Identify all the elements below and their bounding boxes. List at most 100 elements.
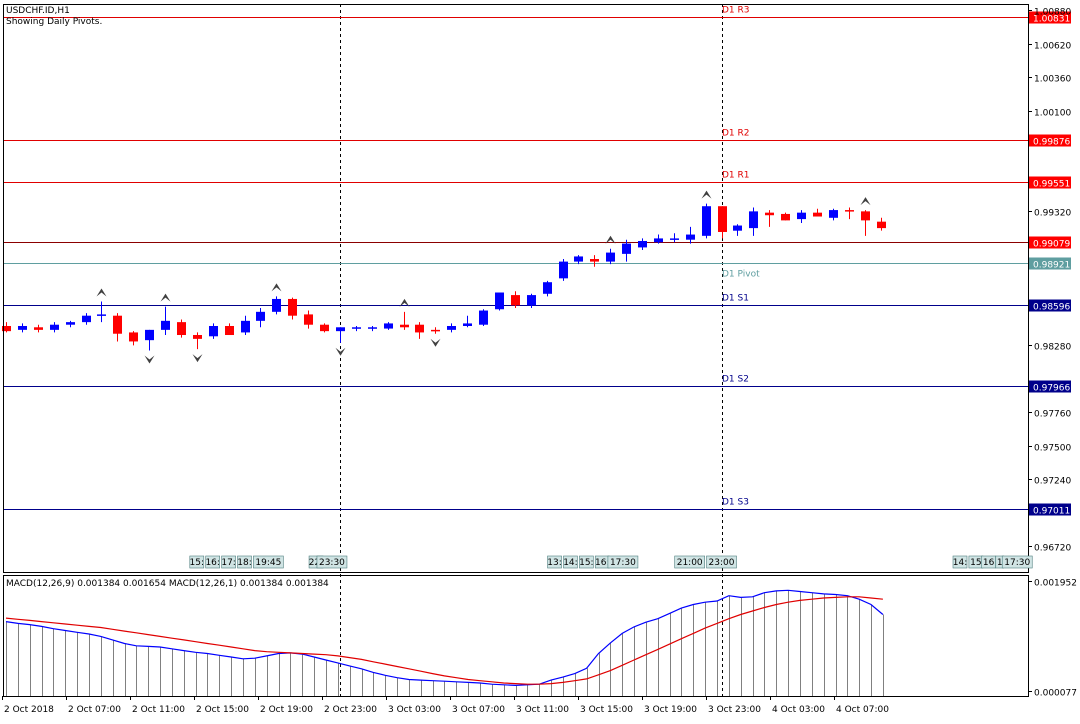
bear-candle[interactable] — [877, 221, 886, 229]
bull-candle[interactable] — [622, 243, 631, 254]
time-tag — [253, 555, 284, 569]
bear-candle[interactable] — [813, 212, 822, 217]
bear-candle[interactable] — [781, 213, 790, 221]
bull-candle[interactable] — [66, 322, 75, 325]
bull-candle[interactable] — [829, 210, 838, 218]
price-axis-label: 1.00880 — [1034, 8, 1071, 18]
bear-candle[interactable] — [304, 314, 313, 325]
bear-candle[interactable] — [415, 324, 424, 333]
time-tag — [316, 555, 348, 569]
bull-candle[interactable] — [574, 256, 583, 262]
bull-candle[interactable] — [97, 314, 106, 316]
fractal-down-arrow — [144, 355, 155, 364]
price-axis-label: 1.00100 — [1034, 109, 1071, 119]
pivot-price-tag — [1029, 380, 1071, 393]
time-tag-label: 14: — [563, 558, 577, 568]
bull-candle[interactable] — [479, 310, 488, 325]
time-tag — [952, 555, 968, 569]
bear-candle[interactable] — [400, 324, 409, 328]
bull-candle[interactable] — [749, 211, 758, 229]
bull-candle[interactable] — [18, 325, 27, 330]
bull-candle[interactable] — [527, 295, 536, 306]
time-tag-label: 18: — [237, 558, 251, 568]
pivot-price-tag-label: 0.98596 — [1033, 303, 1070, 313]
macd-axis-label: 0.000077 — [1034, 689, 1077, 699]
bear-candle[interactable] — [845, 210, 854, 212]
bull-candle[interactable] — [161, 320, 170, 330]
time-axis-label: 3 Oct 23:00 — [708, 705, 761, 715]
fractal-down-arrow — [192, 354, 203, 363]
bull-candle[interactable] — [336, 327, 345, 332]
bull-candle[interactable] — [654, 238, 663, 243]
bull-candle[interactable] — [82, 315, 91, 323]
time-tag-label: 13: — [547, 558, 561, 568]
bull-candle[interactable] — [606, 252, 615, 262]
bull-candle[interactable] — [209, 325, 218, 337]
time-axis-label: 2 Oct 23:00 — [324, 705, 377, 715]
time-tag — [1001, 555, 1033, 569]
time-tag-label: 17:30 — [1004, 558, 1030, 568]
time-tag-label: 22: — [309, 558, 323, 568]
bear-candle[interactable] — [225, 325, 234, 336]
bull-candle[interactable] — [686, 234, 695, 240]
chart-subtitle: Showing Daily Pivots. — [6, 17, 102, 27]
bull-candle[interactable] — [670, 238, 679, 240]
bear-candle[interactable] — [177, 322, 186, 336]
bull-candle[interactable] — [559, 261, 568, 279]
bear-candle[interactable] — [431, 329, 440, 332]
pivot-price-tag-label: 0.97966 — [1033, 384, 1070, 394]
time-tag — [205, 555, 220, 569]
time-tag-label: 15: — [579, 558, 593, 568]
bull-candle[interactable] — [463, 323, 472, 326]
bear-candle[interactable] — [193, 335, 202, 339]
time-tag-label: 16: — [595, 558, 609, 568]
bull-candle[interactable] — [702, 206, 711, 236]
time-tag-label: 17: — [221, 558, 235, 568]
bear-candle[interactable] — [590, 259, 599, 262]
bear-candle[interactable] — [320, 324, 329, 332]
bear-candle[interactable] — [511, 295, 520, 306]
price-axis-label: 1.00620 — [1034, 42, 1071, 52]
bear-candle[interactable] — [129, 332, 138, 342]
time-tag-label: 23:00 — [709, 558, 735, 568]
pivot-price-tag — [1029, 257, 1071, 270]
pivot-price-tag-label: 0.98921 — [1033, 261, 1070, 271]
time-axis-label: 2 Oct 15:00 — [196, 705, 249, 715]
bull-candle[interactable] — [256, 311, 265, 321]
bull-candle[interactable] — [495, 292, 504, 310]
bull-candle[interactable] — [384, 323, 393, 329]
macd-line — [5, 589, 884, 687]
pivot-price-tag — [1029, 134, 1071, 147]
bull-candle[interactable] — [543, 282, 552, 294]
time-tag — [607, 555, 639, 569]
pivot-level-label: D1 S3 — [722, 498, 749, 508]
bull-candle[interactable] — [733, 225, 742, 231]
bull-candle[interactable] — [797, 212, 806, 220]
price-axis-label: 0.96720 — [1034, 544, 1071, 554]
bull-candle[interactable] — [447, 325, 456, 330]
bull-candle[interactable] — [145, 329, 154, 341]
time-tag-label: 23:30 — [319, 558, 345, 568]
price-axis-label: 0.98280 — [1034, 343, 1071, 353]
bull-candle[interactable] — [272, 298, 281, 312]
bear-candle[interactable] — [288, 298, 297, 316]
pivot-price-tag — [1029, 299, 1071, 312]
pivot-price-tag-label: 0.99876 — [1033, 138, 1070, 148]
bear-candle[interactable] — [861, 211, 870, 221]
bear-candle[interactable] — [2, 325, 11, 332]
time-tag-label: 21:00 — [677, 558, 703, 568]
time-tag-label: 16 — [983, 558, 995, 568]
pivot-price-tag — [1029, 176, 1071, 189]
time-tag — [706, 555, 737, 569]
bear-candle[interactable] — [113, 315, 122, 334]
bear-candle[interactable] — [765, 212, 774, 216]
bull-candle[interactable] — [638, 240, 647, 248]
bear-candle[interactable] — [718, 206, 727, 232]
bull-candle[interactable] — [352, 327, 361, 329]
bear-candle[interactable] — [34, 327, 43, 330]
bull-candle[interactable] — [368, 327, 377, 329]
bull-candle[interactable] — [50, 324, 59, 330]
bull-candle[interactable] — [241, 320, 250, 333]
